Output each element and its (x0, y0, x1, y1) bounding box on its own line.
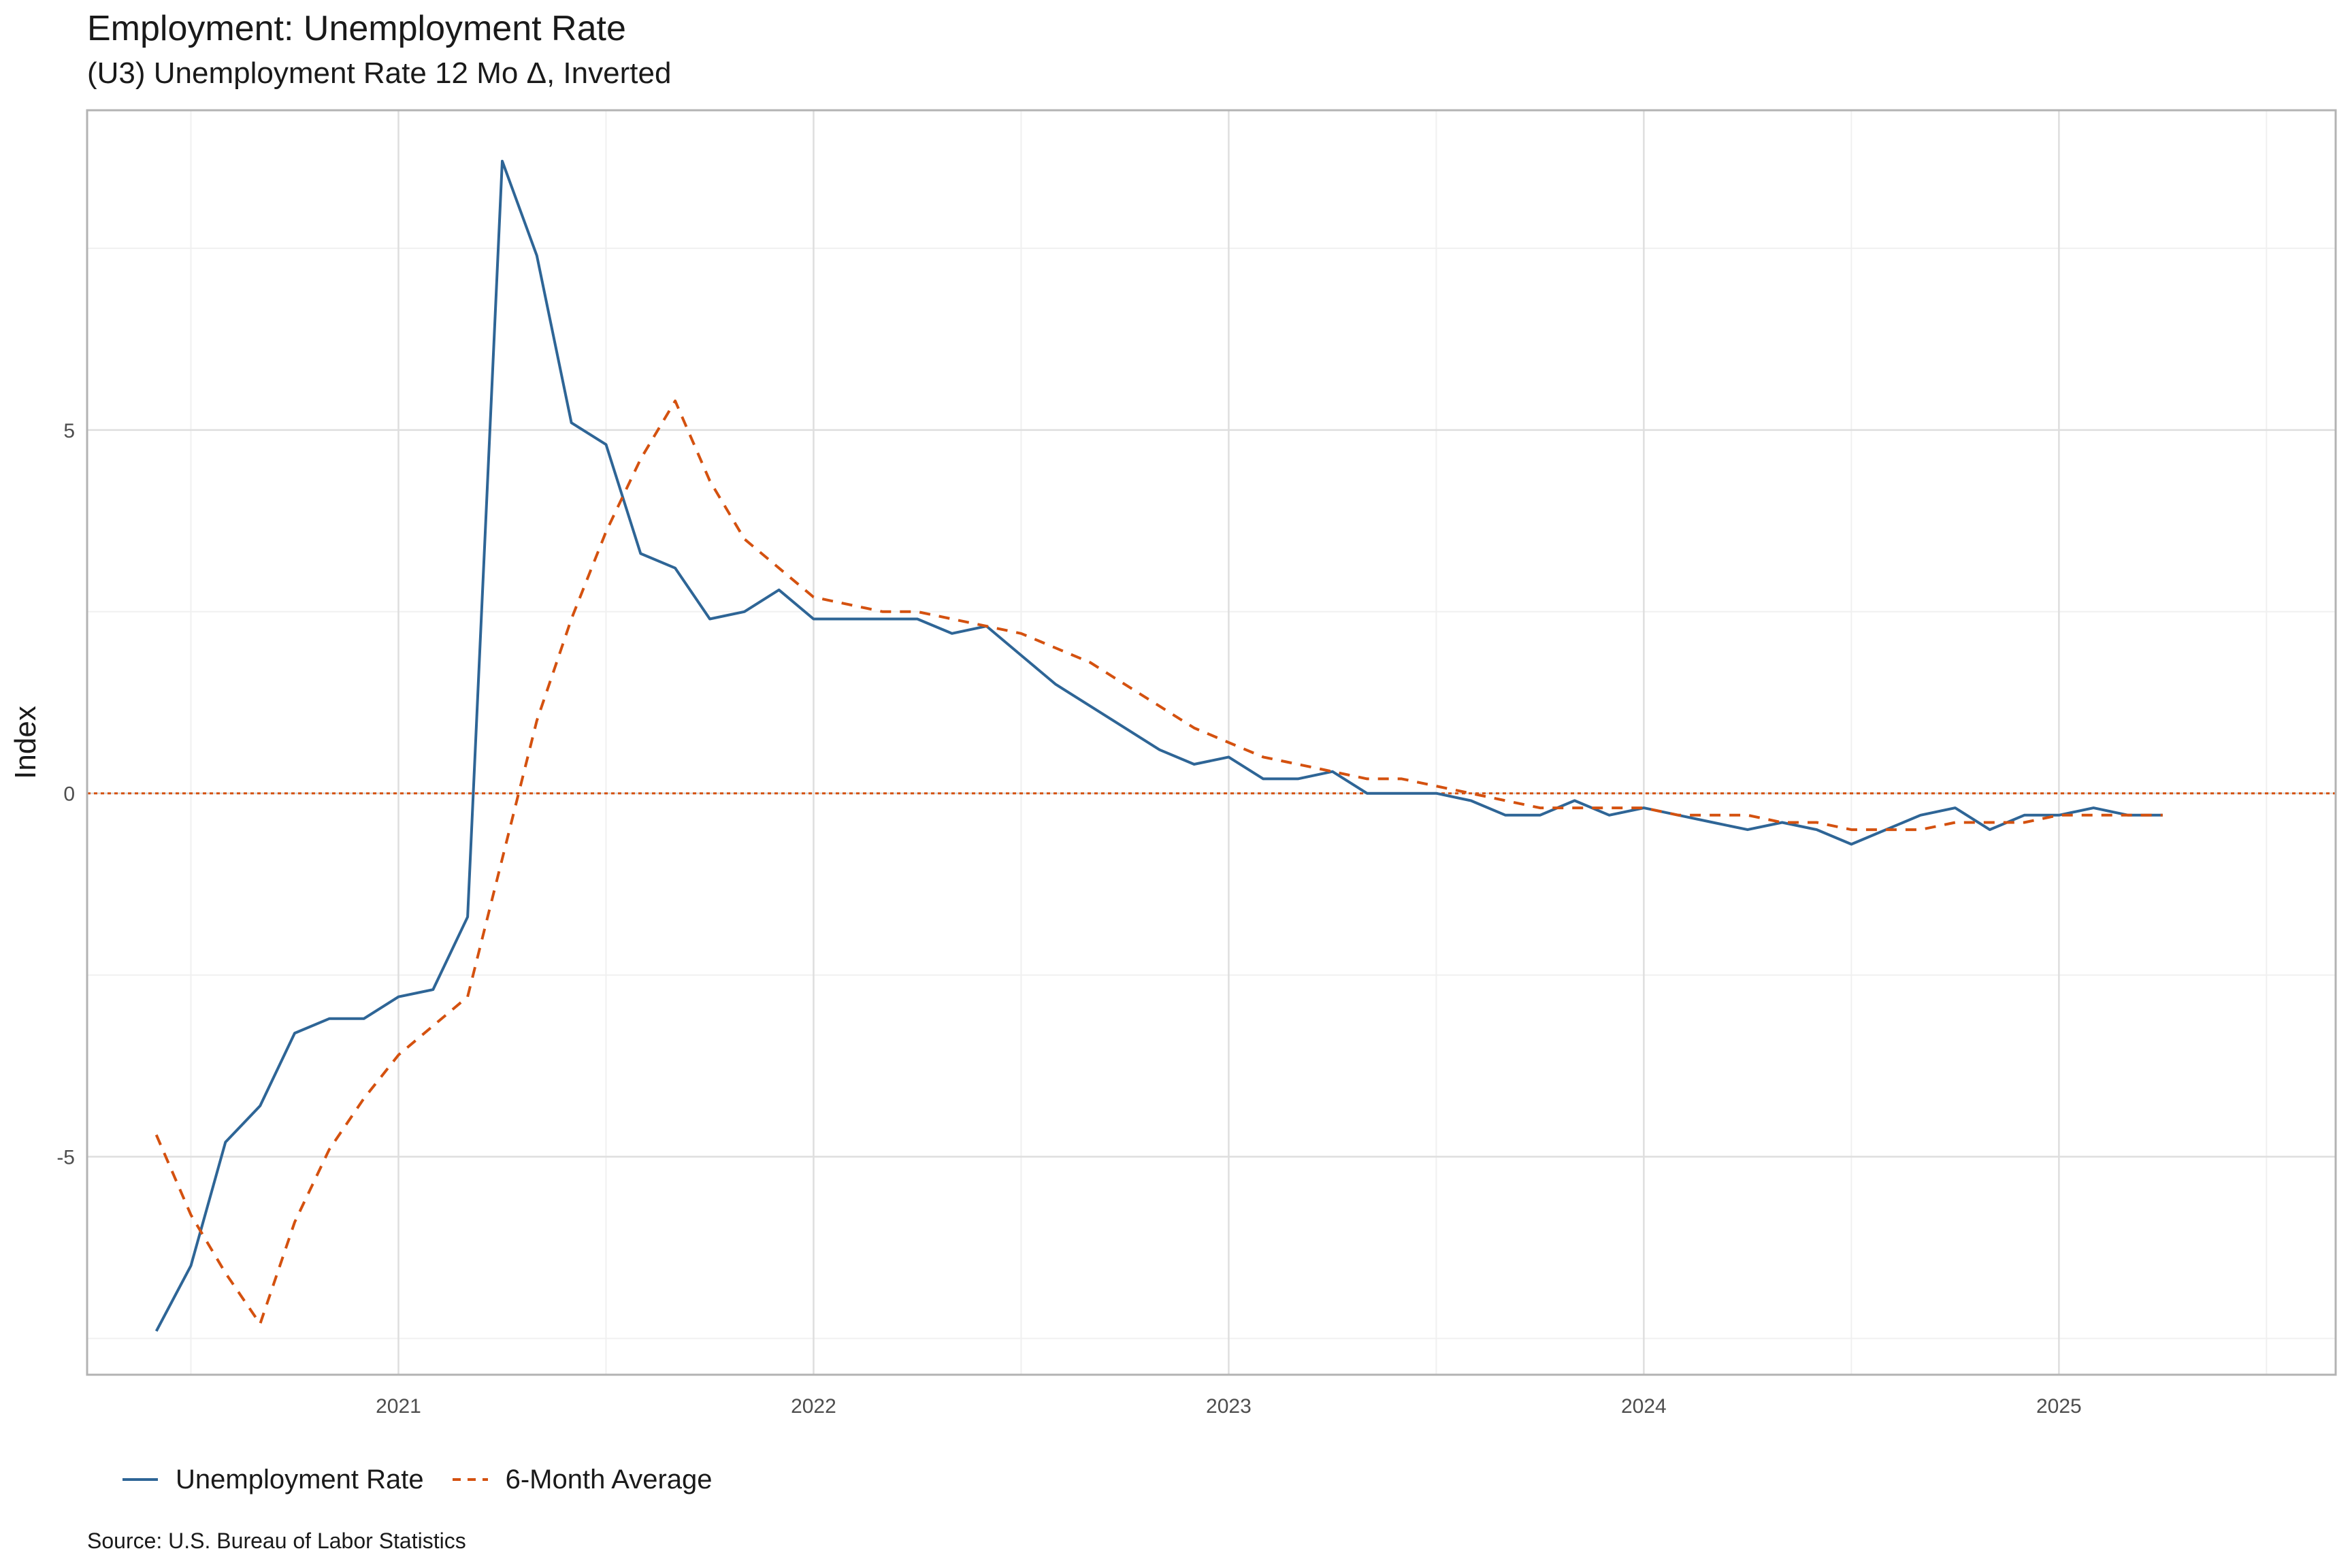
legend-key-solid (122, 1478, 158, 1481)
legend-item-6-month-average: 6-Month Average (450, 1465, 713, 1495)
x-axis-ticks: 2021 2022 2023 2024 2025 (376, 1395, 2082, 1418)
legend-label-6-month-average: 6-Month Average (505, 1464, 713, 1494)
x-tick-label: 2025 (2036, 1395, 2082, 1418)
x-tick-label: 2022 (791, 1395, 836, 1418)
source-note: Source: U.S. Bureau of Labor Statistics (87, 1524, 466, 1557)
chart-title: Employment: Unemployment Rate (87, 9, 626, 48)
series-lines (154, 159, 2163, 1332)
y-tick-label: 0 (63, 783, 75, 806)
x-tick-label: 2021 (376, 1395, 421, 1418)
y-tick-label: -5 (56, 1147, 75, 1169)
chart-subtitle: (U3) Unemployment Rate 12 Mo Δ, Inverted (87, 56, 672, 90)
legend-key-dashed (452, 1478, 488, 1481)
y-axis-ticks: -5 0 5 (56, 420, 75, 1169)
source-text: U.S. Bureau of Labor Statistics (168, 1529, 466, 1553)
legend-item-unemployment-rate: Unemployment Rate (120, 1465, 424, 1495)
legend-label-unemployment-rate: Unemployment Rate (176, 1464, 424, 1494)
minor-gridlines (87, 110, 2336, 1375)
plot-border (86, 109, 2337, 1376)
x-tick-label: 2023 (1206, 1395, 1252, 1418)
legend: Unemployment Rate 6-Month Average (120, 1455, 738, 1504)
x-tick-label: 2024 (1621, 1395, 1667, 1418)
major-gridlines (87, 110, 2336, 1375)
series-line-1 (154, 399, 2163, 1326)
y-tick-label: 5 (63, 420, 75, 442)
y-axis-label: Index (9, 706, 42, 779)
series-line-0 (154, 159, 2163, 1332)
source-prefix: Source: (87, 1529, 163, 1553)
